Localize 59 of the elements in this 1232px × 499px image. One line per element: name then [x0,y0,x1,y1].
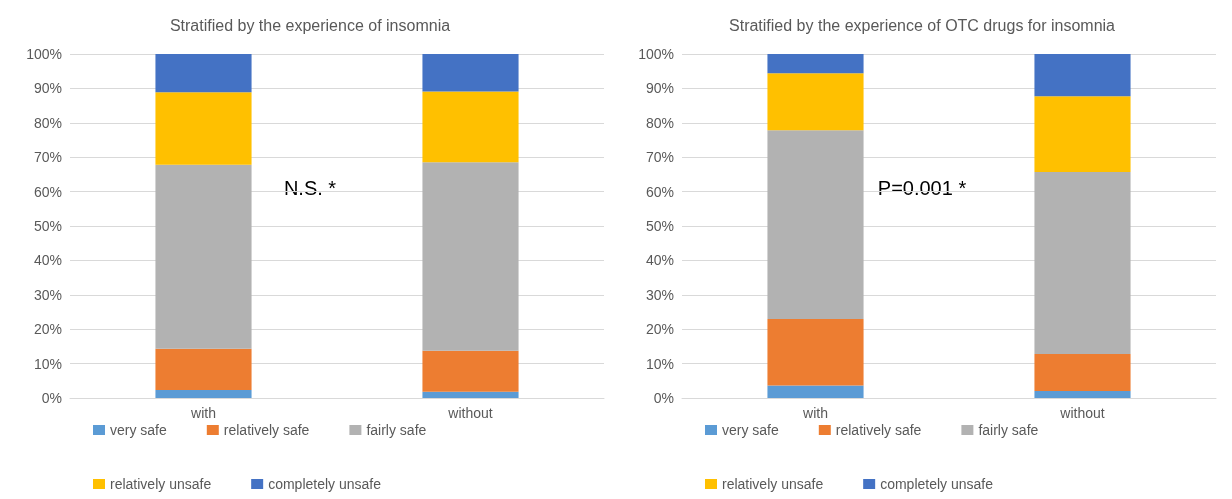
bar [767,130,864,319]
y-tick-label: 50% [645,218,674,234]
legend-label: fairly safe [366,422,427,438]
y-tick-label: 70% [645,149,674,166]
y-tick-label: 20% [645,321,674,338]
bar [1034,171,1131,354]
bar [422,91,519,163]
x-tick-label: without [1059,405,1105,421]
y-tick-label: 60% [33,183,62,200]
y-tick-label: 80% [645,114,674,131]
x-tick-label: with [802,405,828,421]
chart-title: Stratified by the experience of OTC drugs for insomnia [729,16,1116,34]
x-tick-label: with [190,405,216,421]
legend-label: completely unsafe [880,476,994,492]
bar [1034,96,1131,172]
legend-label: completely unsafe [268,476,382,492]
bar [422,54,519,92]
y-tick-label: 60% [645,183,674,200]
legend-label: very safe [722,422,780,438]
legend-label: relatively unsafe [110,476,212,492]
bar [155,390,252,398]
bar [767,54,864,74]
legend-label: relatively safe [223,422,310,438]
chart-title: Stratified by the experience of insomnia [169,16,451,34]
bar [422,391,519,398]
bar [155,54,252,93]
y-tick-label: 30% [33,286,62,303]
y-tick-label: 100% [26,46,62,62]
bar [155,164,252,349]
bar [155,348,252,391]
y-tick-label: 100% [638,46,674,62]
bar [1034,391,1131,398]
y-tick-label: 10% [33,355,62,372]
y-tick-label: 70% [33,149,62,166]
y-tick-label: 40% [645,252,674,269]
y-tick-label: 10% [645,355,674,372]
y-tick-label: 0% [41,390,62,406]
legend-label: fairly safe [978,422,1039,438]
y-tick-label: 40% [33,252,62,269]
annotation: P=0.001 * [877,177,967,199]
bar [1034,54,1131,97]
legend-label: relatively safe [835,422,922,438]
bar [767,73,864,131]
y-tick-label: 50% [33,218,62,234]
y-tick-label: 30% [645,286,674,303]
bar [767,318,864,386]
bar [422,350,519,392]
legend-label: relatively unsafe [722,476,824,492]
bar [767,385,864,398]
bar [1034,353,1131,392]
bar [155,92,252,165]
y-tick-label: 90% [645,80,674,97]
y-tick-label: 90% [33,80,62,97]
legend-label: very safe [110,422,168,438]
x-tick-label: without [447,405,493,421]
bar [422,162,519,351]
y-tick-label: 0% [653,390,674,406]
y-tick-label: 20% [33,321,62,338]
y-tick-label: 80% [33,114,62,131]
